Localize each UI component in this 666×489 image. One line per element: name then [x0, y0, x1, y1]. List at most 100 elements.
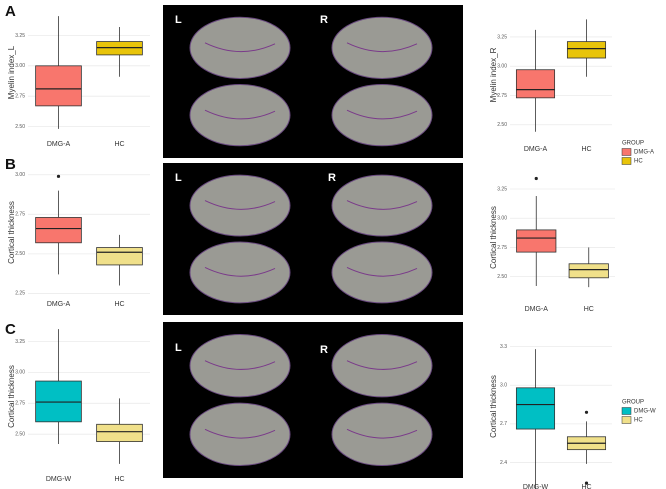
y-tick-label: 3.25: [15, 339, 25, 345]
legend-swatch: [621, 407, 632, 415]
y-tick-label: 2.75: [15, 401, 25, 407]
y-tick-label: 2.25: [15, 291, 25, 297]
brain-surface: [189, 84, 291, 147]
brain-surface: [331, 174, 433, 237]
y-tick-label: 3.00: [15, 370, 25, 376]
y-tick-label: 2.50: [15, 251, 25, 257]
outlier: [534, 176, 538, 181]
box: [515, 387, 556, 430]
y-tick-label: 2.50: [497, 274, 507, 280]
hemisphere-label: R: [328, 172, 336, 184]
box: [96, 41, 143, 56]
y-axis-label: Cortical thickness: [7, 201, 16, 264]
y-tick-label: 3.0: [500, 383, 507, 389]
legend-label: HC: [634, 159, 643, 165]
y-tick-label: 2.50: [15, 432, 25, 438]
x-tick-label: DMG-A: [524, 146, 548, 153]
brain-parcel: [204, 109, 276, 120]
legend-label: DMG-W: [634, 409, 656, 415]
box: [568, 263, 609, 279]
legend-title: GROUP: [622, 400, 644, 406]
y-axis-label: Cortical thickness: [7, 365, 16, 428]
brain-parcel: [346, 266, 418, 277]
brain-parcel: [204, 428, 276, 439]
x-tick-label: HC: [581, 484, 591, 489]
brain-surface: [331, 333, 433, 398]
y-tick-label: 2.75: [497, 93, 507, 99]
y-tick-label: 2.75: [497, 245, 507, 251]
y-tick-label: 2.50: [15, 124, 25, 130]
x-tick-label: HC: [114, 301, 124, 308]
hemisphere-label: L: [175, 172, 182, 184]
legend-swatch: [621, 148, 632, 156]
brain-surface: [189, 174, 291, 237]
y-tick-label: 2.75: [15, 93, 25, 99]
brain-parcel: [346, 42, 418, 53]
brain-surface: [331, 402, 433, 467]
box: [35, 380, 82, 423]
brain-surface: [189, 16, 291, 79]
brain-parcel: [204, 42, 276, 53]
brain-surface: [331, 241, 433, 304]
brain-parcel: [204, 266, 276, 277]
y-axis-label: Myelin index_R: [489, 47, 498, 102]
y-tick-label: 3.00: [497, 216, 507, 222]
brain-parcel: [346, 109, 418, 120]
legend-label: DMG-A: [634, 150, 654, 156]
hemisphere-label: R: [320, 344, 328, 356]
legend-title: GROUP: [622, 141, 644, 147]
brain-surface: [189, 402, 291, 467]
panel-label: B: [5, 156, 16, 173]
brain-surface: [331, 84, 433, 147]
y-tick-label: 3.00: [15, 172, 25, 178]
y-tick-label: 3.00: [497, 64, 507, 70]
brain-parcel: [346, 360, 418, 370]
x-tick-label: DMG-W: [46, 476, 72, 483]
brain-parcel: [204, 360, 276, 370]
x-tick-label: DMG-A: [47, 141, 71, 148]
hemisphere-label: L: [175, 342, 182, 354]
x-tick-label: DMG-A: [525, 306, 549, 313]
x-tick-label: DMG-A: [47, 301, 71, 308]
x-tick-label: HC: [114, 141, 124, 148]
box: [515, 69, 556, 99]
box: [96, 423, 143, 442]
brain-parcel: [346, 200, 418, 210]
panel-label: A: [5, 3, 16, 20]
hemisphere-label: R: [320, 14, 328, 26]
y-tick-label: 3.3: [500, 344, 507, 350]
y-tick-label: 3.25: [497, 186, 507, 192]
brain-surface: [331, 16, 433, 79]
legend-label: HC: [634, 418, 643, 424]
box: [35, 217, 82, 244]
brain-surface: [189, 333, 291, 398]
y-tick-label: 2.75: [15, 212, 25, 218]
box: [35, 65, 82, 107]
y-tick-label: 3.25: [15, 33, 25, 39]
box: [516, 229, 557, 253]
y-tick-label: 3.00: [15, 63, 25, 69]
x-tick-label: HC: [581, 146, 591, 153]
brain-parcel: [346, 428, 418, 439]
x-tick-label: HC: [114, 476, 124, 483]
outlier: [56, 174, 61, 178]
hemisphere-label: L: [175, 14, 182, 26]
panel-label: C: [5, 321, 16, 338]
legend-swatch: [621, 416, 632, 424]
box: [566, 41, 607, 59]
brain-parcel: [204, 200, 276, 210]
x-tick-label: DMG-W: [523, 484, 549, 489]
x-tick-label: HC: [584, 306, 594, 313]
brain-surface: [189, 241, 291, 304]
y-tick-label: 2.7: [500, 421, 507, 427]
y-tick-label: 2.50: [497, 122, 507, 128]
outlier: [584, 410, 589, 414]
y-axis-label: Myelin index_L: [7, 45, 16, 99]
outlier: [584, 481, 589, 485]
box: [96, 247, 143, 266]
legend-swatch: [621, 157, 632, 165]
y-axis-label: Cortical thickness: [489, 375, 498, 438]
y-tick-label: 2.4: [500, 460, 507, 466]
y-axis-label: Cortical thickness: [489, 206, 498, 269]
